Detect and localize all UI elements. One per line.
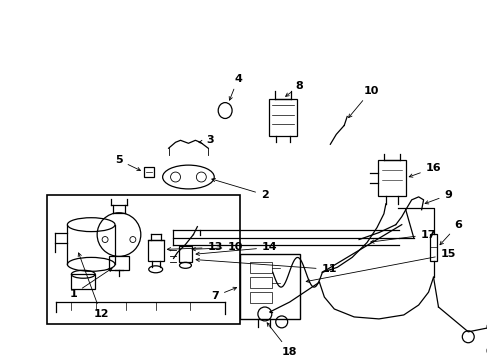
Text: 12: 12 bbox=[78, 253, 109, 319]
Text: 3: 3 bbox=[199, 135, 214, 145]
Text: 13: 13 bbox=[167, 243, 223, 252]
Bar bbox=[377, 160, 405, 196]
Bar bbox=[46, 195, 240, 324]
Text: 1: 1 bbox=[69, 269, 112, 299]
Text: 8: 8 bbox=[285, 81, 303, 96]
Text: 7: 7 bbox=[211, 287, 236, 301]
Text: 9: 9 bbox=[424, 190, 451, 204]
Text: 17: 17 bbox=[370, 230, 435, 243]
Bar bbox=[143, 167, 153, 177]
Text: 2: 2 bbox=[211, 179, 268, 200]
Bar bbox=[240, 255, 299, 319]
Text: 6: 6 bbox=[439, 220, 461, 245]
Bar bbox=[249, 262, 271, 273]
Bar bbox=[249, 292, 271, 303]
Bar bbox=[178, 247, 192, 262]
Text: 18: 18 bbox=[266, 323, 297, 357]
Bar bbox=[428, 234, 437, 261]
Text: 15: 15 bbox=[305, 249, 455, 283]
Text: 14: 14 bbox=[196, 243, 277, 256]
Text: 10: 10 bbox=[192, 243, 242, 252]
Bar bbox=[249, 277, 271, 288]
Text: 5: 5 bbox=[115, 155, 140, 171]
Text: 16: 16 bbox=[408, 163, 441, 177]
Text: 11: 11 bbox=[196, 258, 336, 274]
Text: 10: 10 bbox=[348, 86, 378, 118]
Bar bbox=[109, 256, 129, 270]
Text: 19: 19 bbox=[0, 359, 1, 360]
Text: 4: 4 bbox=[229, 74, 242, 100]
Bar bbox=[268, 99, 296, 136]
Bar bbox=[147, 239, 163, 261]
Bar bbox=[71, 274, 95, 289]
